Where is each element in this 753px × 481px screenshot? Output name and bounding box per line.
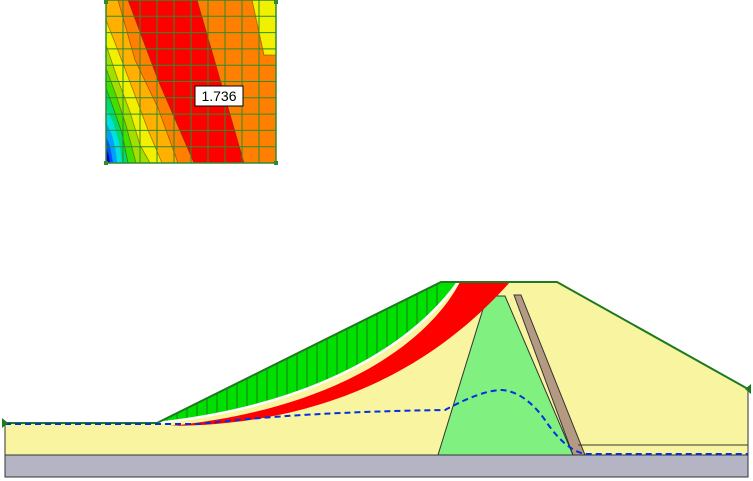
slice-lines: [166, 283, 438, 422]
contour-lines: [106, 0, 276, 163]
right-boundary-marker: [745, 384, 751, 394]
dam-cross-section: [2, 281, 751, 478]
foundation-bedrock: [4, 454, 749, 478]
critical-slip-surface: [156, 281, 460, 425]
phreatic-line: [5, 388, 748, 455]
search-grid-lines: [106, 0, 276, 163]
left-boundary-marker: [2, 418, 8, 428]
grid-corner-markers: [104, 0, 278, 165]
grid-border: [105, 0, 277, 164]
critical-slip-band: [170, 282, 510, 426]
safety-factor-grid-panel: 1.736: [104, 0, 278, 165]
contour-band: [252, 0, 276, 55]
filter-drain-layer: [513, 294, 586, 456]
factor-of-safety-value: 1.736: [201, 88, 236, 104]
factor-of-safety-label: 1.736: [194, 85, 244, 107]
impervious-core: [437, 295, 574, 456]
contour-bands: [106, 0, 276, 163]
contour-band: [106, 148, 110, 163]
